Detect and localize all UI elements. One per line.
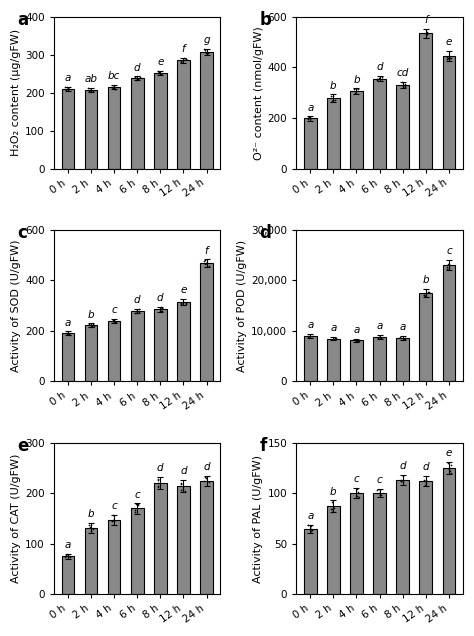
Bar	[108, 520, 120, 595]
Text: d: d	[134, 295, 140, 305]
Text: a: a	[64, 317, 71, 328]
Bar	[62, 556, 74, 595]
Text: d: d	[203, 462, 210, 472]
Text: c: c	[446, 246, 452, 256]
Bar	[443, 56, 456, 169]
Text: f: f	[424, 15, 428, 25]
Y-axis label: Activity of POD (U/gFW): Activity of POD (U/gFW)	[237, 240, 247, 371]
Bar	[396, 480, 409, 595]
Bar	[373, 494, 386, 595]
Bar	[154, 73, 167, 169]
Text: b: b	[330, 487, 337, 497]
Text: c: c	[134, 490, 140, 500]
Text: e: e	[446, 448, 452, 458]
Bar	[131, 508, 144, 595]
Text: e: e	[446, 38, 452, 47]
Bar	[62, 333, 74, 382]
Text: b: b	[353, 74, 360, 85]
Text: b: b	[330, 81, 337, 91]
Bar	[108, 321, 120, 382]
Bar	[350, 92, 363, 169]
Bar	[154, 483, 167, 595]
Text: f: f	[205, 245, 209, 256]
Bar	[62, 89, 74, 169]
Bar	[154, 310, 167, 382]
Bar	[200, 263, 213, 382]
Y-axis label: O²⁻ content (nmol/gFW): O²⁻ content (nmol/gFW)	[254, 26, 264, 160]
Text: e: e	[157, 57, 164, 67]
Text: a: a	[376, 321, 383, 331]
Bar	[373, 337, 386, 382]
Text: c: c	[17, 224, 27, 242]
Bar	[443, 468, 456, 595]
Text: c: c	[377, 476, 383, 485]
Y-axis label: Activity of CAT (U/gFW): Activity of CAT (U/gFW)	[11, 454, 21, 583]
Text: f: f	[182, 44, 185, 54]
Text: a: a	[353, 325, 360, 335]
Bar	[177, 60, 190, 169]
Text: f: f	[260, 437, 267, 455]
Bar	[85, 528, 97, 595]
Bar	[419, 33, 432, 169]
Text: d: d	[157, 293, 164, 303]
Bar	[108, 87, 120, 169]
Text: ab: ab	[84, 74, 98, 85]
Text: a: a	[400, 322, 406, 333]
Bar	[304, 529, 317, 595]
Bar	[177, 302, 190, 382]
Text: a: a	[330, 323, 337, 333]
Bar	[131, 311, 144, 382]
Bar	[396, 85, 409, 169]
Bar	[327, 99, 340, 169]
Y-axis label: H₂O₂ content (μg/gFW): H₂O₂ content (μg/gFW)	[11, 29, 21, 156]
Text: d: d	[422, 462, 429, 473]
Bar	[85, 90, 97, 169]
Bar	[304, 336, 317, 382]
Text: a: a	[307, 320, 313, 330]
Text: d: d	[376, 62, 383, 73]
Bar	[350, 340, 363, 382]
Bar	[396, 338, 409, 382]
Text: b: b	[260, 11, 272, 29]
Text: cd: cd	[397, 68, 409, 78]
Text: a: a	[17, 11, 28, 29]
Bar	[419, 481, 432, 595]
Text: b: b	[88, 310, 94, 319]
Text: d: d	[134, 62, 140, 73]
Bar	[443, 265, 456, 382]
Text: g: g	[203, 35, 210, 45]
Bar	[327, 338, 340, 382]
Text: d: d	[400, 461, 406, 471]
Bar	[373, 79, 386, 169]
Text: a: a	[307, 102, 313, 113]
Text: d: d	[180, 466, 187, 476]
Text: bc: bc	[108, 71, 120, 81]
Y-axis label: Activity of SOD (U/gFW): Activity of SOD (U/gFW)	[11, 239, 21, 372]
Bar	[131, 78, 144, 169]
Bar	[200, 52, 213, 169]
Text: e: e	[17, 437, 28, 455]
Y-axis label: Activity of PAL (U/gFW): Activity of PAL (U/gFW)	[254, 455, 264, 583]
Bar	[304, 118, 317, 169]
Text: b: b	[88, 509, 94, 519]
Bar	[419, 293, 432, 382]
Text: a: a	[64, 73, 71, 83]
Text: d: d	[260, 224, 272, 242]
Bar	[177, 486, 190, 595]
Text: c: c	[111, 501, 117, 511]
Text: e: e	[180, 285, 187, 295]
Text: a: a	[64, 540, 71, 550]
Text: c: c	[354, 474, 359, 485]
Text: a: a	[307, 511, 313, 521]
Text: c: c	[111, 305, 117, 315]
Text: d: d	[157, 463, 164, 473]
Bar	[85, 326, 97, 382]
Text: b: b	[422, 275, 429, 285]
Bar	[200, 481, 213, 595]
Bar	[350, 494, 363, 595]
Bar	[327, 506, 340, 595]
